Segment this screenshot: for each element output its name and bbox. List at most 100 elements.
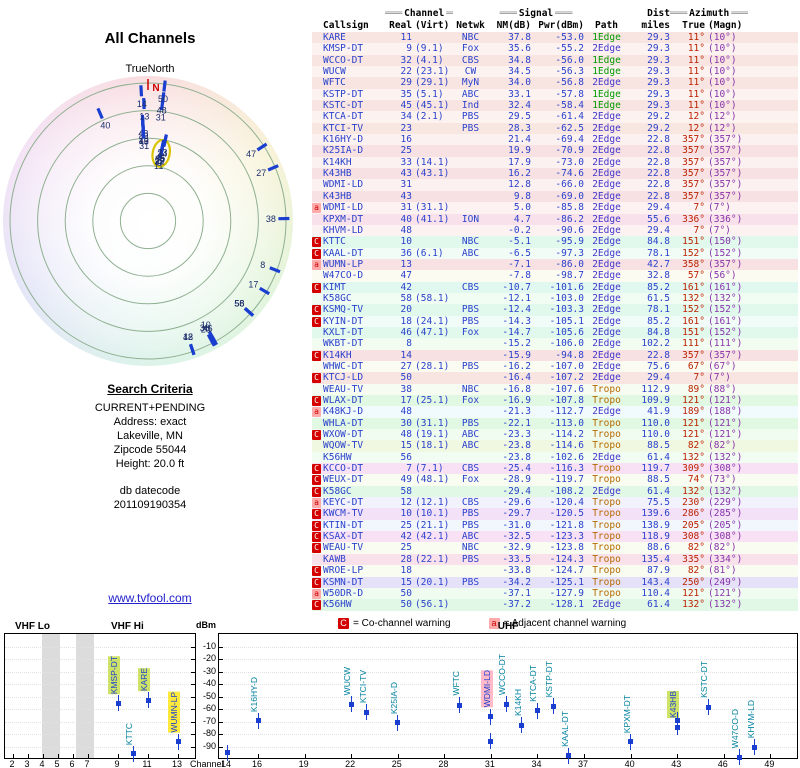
cell-az_true: 132° (682, 599, 705, 611)
cell-az_true: 357° (682, 134, 705, 146)
table-body: KARE 11 NBC 37.8 -53.0 1Edge 29.3 11° (10°) KMSP-… (312, 32, 798, 611)
table-row[interactable]: C KTIN-DT 25 (21.1) PBS -31.0 -121.8 Tropo 138.9… (312, 519, 798, 532)
table-row[interactable]: KAWB 28 (22.1) PBS -33.5 -124.3 Tropo 135.4 335°… (312, 553, 798, 566)
cell-nm_db: -16.4 (502, 372, 531, 384)
table-row[interactable]: KTCI-TV 23 PBS 28.3 -62.5 2Edge 29.2 12° (12°) (312, 122, 798, 135)
table-row[interactable]: K43HB 43 (43.1) 16.2 -74.6 2Edge 22.8 357° (357°… (312, 168, 798, 180)
cell-netwk: CBS (461, 463, 480, 475)
signal-profile-section: C = Co-channel warning a = Adjacent chan… (0, 616, 800, 768)
cell-real: 58 (400, 485, 412, 497)
table-row[interactable]: a WDMI-LD 31 (31.1) 5.0 -85.8 2Edge 29.4 7° (7°) (312, 202, 798, 214)
table-row[interactable]: K25IA-D 25 19.9 -70.9 2Edge 22.8 357° (357°) (312, 145, 798, 157)
table-row[interactable]: WDMI-LD 31 12.8 -66.0 2Edge 22.8 357° (357°) (312, 179, 798, 191)
dbm-tick (219, 734, 223, 735)
cell-callsign: KAAL-DT (323, 247, 364, 259)
table-row[interactable]: K58GC 58 (58.1) -12.1 -103.0 2Edge 61.5 132° (13… (312, 292, 798, 305)
table-row[interactable]: WEAU-TV 38 NBC -16.8 -107.6 Tropo 112.9 89° (88°… (312, 383, 798, 395)
table-row[interactable]: WFTC 29 (29.1) MyN 34.0 -56.8 2Edge 29.3 11° (10°… (312, 77, 798, 89)
table-row[interactable]: a WUMN-LP 13 -7.1 -86.0 2Edge 42.7 358° (357°) (312, 258, 798, 271)
table-row[interactable]: C K14KH 14 -15.9 -94.8 2Edge 22.8 357° (357°) (312, 349, 798, 361)
table-row[interactable]: WUCW 22 (23.1) CW 34.5 -56.3 1Edge 29.3 11° (10°) (312, 66, 798, 78)
cell-path: 2Edge (592, 338, 621, 350)
tvfool-link[interactable]: www.tvfool.com (108, 591, 192, 605)
cell-netwk: MyN (461, 77, 480, 89)
table-row[interactable]: a KEYC-DT 12 (12.1) CBS -29.6 -120.4 Tropo 75.5 2… (312, 497, 798, 509)
col-miles: miles (641, 20, 670, 31)
table-row[interactable]: WQOW-TV 15 (18.1) ABC -23.8 -114.6 Tropo 88.5 82… (312, 440, 798, 452)
cell-nm_db: -7.1 (508, 258, 531, 270)
cell-dist_miles: 110.4 (641, 587, 670, 599)
radar-ring (9, 82, 287, 360)
warning-cell: C (312, 577, 323, 588)
table-row[interactable]: C KAAL-DT 36 (6.1) ABC -6.5 -97.3 2Edge 78.1 152°… (312, 247, 798, 259)
table-row[interactable]: WHLA-DT 30 (31.1) PBS -22.1 -113.0 Tropo 110.0 1… (312, 417, 798, 430)
station-channel-label: 32 (154, 157, 164, 167)
station-tick (256, 142, 268, 152)
station-callsign-label: K16HY-D (249, 676, 260, 712)
table-row[interactable]: KSTC-DT 45 (45.1) Ind 32.4 -58.4 1Edge 29.3 11°(… (312, 100, 798, 112)
co-channel-warning-badge: C (312, 566, 321, 577)
table-row[interactable]: C KYIN-DT 18 (24.1) PBS -14.3 -105.1 2Edge 85.2 1… (312, 315, 798, 327)
table-row[interactable]: KARE 11 NBC 37.8 -53.0 1Edge 29.3 11° (10°) (312, 32, 798, 44)
page-title: All Channels (104, 30, 196, 47)
dbm-tick (219, 721, 223, 723)
cell-virt (412, 588, 453, 599)
table-column-header: Callsign Real (Virt) Netwk NM(dB) Pwr(dB… (312, 20, 798, 32)
table-row[interactable]: C KCCO-DT 7 (7.1) CBS -25.4 -116.3 Tropo 119.7 30… (312, 463, 798, 475)
cell-pwr_dbm: -69.0 (555, 190, 584, 202)
station-callsign-label: WFTC (450, 671, 461, 696)
cell-callsign: WHWC-DT (323, 360, 364, 372)
table-row[interactable]: C KIMT 42 CBS -10.7 -101.6 2Edge 85.2 161° (161°) (312, 281, 798, 293)
table-row[interactable]: K16HY-D 16 21.4 -69.4 2Edge 22.8 357° (357°) (312, 134, 798, 146)
cell-path: Tropo (592, 383, 621, 395)
cell-real: 18 (400, 315, 412, 327)
cell-real: 13 (400, 258, 412, 270)
table-row[interactable]: K56HW 56 -23.8 -102.6 2Edge 61.4 132° (132°) (312, 451, 798, 464)
cell-nm_db: -21.3 (502, 406, 531, 418)
cell-callsign: W50DR-D (323, 587, 364, 599)
co-channel-legend-text: = Co-channel warning (353, 617, 451, 629)
cell-path: 2Edge (592, 485, 621, 497)
table-row[interactable]: C KSMQ-TV 20 PBS -12.4 -103.3 2Edge 78.1 152° (15… (312, 304, 798, 316)
table-row[interactable]: C KSMN-DT 15 (20.1) PBS -34.2 -125.1 Tropo 143.4… (312, 576, 798, 588)
table-row[interactable]: WHWC-DT 27 (28.1) PBS -16.2 -107.0 2Edge 75.6 67… (312, 360, 798, 373)
station-callsign-label: KPXM-DT (621, 694, 632, 733)
table-row[interactable]: WKBT-DT 8 -15.2 -106.0 2Edge 102.2 111° (111°) (312, 338, 798, 350)
cell-az_true: 152° (682, 247, 705, 259)
table-row[interactable]: C WEAU-TV 25 NBC -32.9 -123.8 Tropo 88.6 82° (82°… (312, 542, 798, 554)
table-row[interactable]: C WROE-LP 18 -33.8 -124.7 Tropo 87.9 82° (81°) (312, 565, 798, 577)
table-row[interactable]: C K56HW 50 (56.1) -37.2 -128.1 2Edge 61.4 132° (1… (312, 599, 798, 611)
table-row[interactable]: KTCA-DT 34 (2.1) PBS 29.5 -61.4 2Edge 29.2 12° (1… (312, 111, 798, 123)
cell-path: 2Edge (592, 360, 621, 372)
table-row[interactable]: a W50DR-D 50 -37.1 -127.9 Tropo 110.4 121° (121°… (312, 587, 798, 600)
table-row[interactable]: KMSP-DT 9 (9.1) Fox 35.6 -55.2 2Edge 29.3 11° (10… (312, 43, 798, 55)
search-criteria-line: Zipcode 55044 (113, 444, 187, 456)
table-row[interactable]: a K48KJ-D 48 -21.3 -112.7 2Edge 41.9 189° (188°) (312, 406, 798, 418)
station-channel-label: 18 (183, 332, 193, 342)
table-row[interactable]: KSTP-DT 35 (5.1) ABC 33.1 -57.8 1Edge 29.3 11° (1… (312, 88, 798, 101)
table-row[interactable]: C WLAX-DT 17 (25.1) Fox -16.9 -107.8 Tropo 109.9… (312, 395, 798, 407)
gridline (5, 671, 195, 673)
table-row[interactable]: K43HB 43 9.8 -69.0 2Edge 22.8 357° (357°) (312, 190, 798, 203)
table-row[interactable]: W47CO-D 47 -7.8 -98.7 2Edge 32.8 57° (56°) (312, 270, 798, 282)
cell-pwr_dbm: -121.8 (549, 519, 584, 531)
table-row[interactable]: C KTTC 10 NBC -5.1 -95.9 2Edge 84.8 151° (150°) (312, 236, 798, 248)
table-row[interactable]: C KWCM-TV 10 (10.1) PBS -29.7 -120.5 Tropo 139.6… (312, 508, 798, 520)
co-channel-warning-badge: C (312, 430, 321, 441)
cell-pwr_dbm: -66.0 (555, 179, 584, 191)
channel-tick (178, 754, 179, 758)
gridline (219, 721, 797, 723)
radar-ring (64, 137, 232, 305)
table-row[interactable]: C WEUX-DT 49 (48.1) Fox -28.9 -119.7 Tropo 88.5 7… (312, 474, 798, 486)
table-row[interactable]: C KTCJ-LD 50 -16.4 -107.2 2Edge 29.4 7° (7°) (312, 372, 798, 384)
table-row[interactable]: C WXOW-DT 48 (19.1) ABC -23.3 -114.2 Tropo 110.0… (312, 429, 798, 441)
table-row[interactable]: K14KH 33 (14.1) 17.9 -73.0 2Edge 22.8 357° (357°… (312, 156, 798, 169)
table-row[interactable]: KXLT-DT 46 (47.1) Fox -14.7 -105.6 2Edge 84.8 15… (312, 326, 798, 339)
cell-az_true: 74° (687, 474, 705, 486)
cell-nm_db: -16.2 (502, 360, 531, 372)
table-row[interactable]: C K58GC 58 -29.4 -108.2 2Edge 61.4 132° (132°) (312, 485, 798, 498)
table-row[interactable]: WCCO-DT 32 (4.1) CBS 34.8 -56.0 1Edge 29.3 11° (1… (312, 54, 798, 67)
table-row[interactable]: C KSAX-DT 42 (42.1) ABC -32.5 -123.3 Tropo 118.9… (312, 531, 798, 543)
table-row[interactable]: KPXM-DT 40 (41.1) ION 4.7 -86.2 2Edge 55.6 336°(… (312, 213, 798, 225)
table-row[interactable]: KHVM-LD 48 -0.2 -90.6 2Edge 29.4 7° (7°) (312, 224, 798, 237)
